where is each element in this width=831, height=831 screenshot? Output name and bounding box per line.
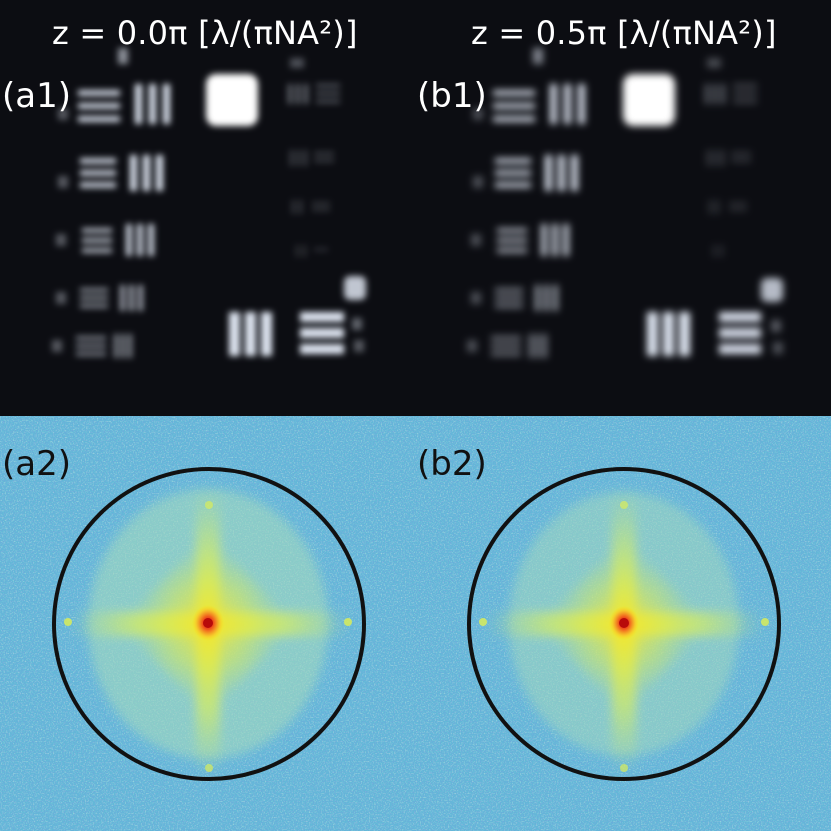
panel-label: (a1) — [2, 76, 71, 116]
panel-label: (b1) — [417, 76, 487, 116]
image-panel-a1: z = 0.0π [λ/(πNA²)] (a1) — [0, 0, 415, 416]
panel-title: z = 0.0π [λ/(πNA²)] — [52, 14, 358, 52]
panel-label: (a2) — [2, 444, 71, 484]
pupil-circle — [467, 467, 781, 781]
panel-title: z = 0.5π [λ/(πNA²)] — [471, 14, 777, 52]
spectrum-panel-a2: (a2) — [0, 416, 415, 831]
pupil-circle — [52, 467, 366, 781]
resolution-target-image — [52, 48, 366, 358]
resolution-target-image — [467, 48, 783, 358]
fourier-spectrum-image — [415, 416, 831, 831]
spectrum-panel-b2: (b2) — [415, 416, 831, 831]
image-panel-b1: z = 0.5π [λ/(πNA²)] (b1) — [415, 0, 831, 416]
panel-label: (b2) — [417, 444, 487, 484]
fourier-spectrum-image — [0, 416, 415, 831]
